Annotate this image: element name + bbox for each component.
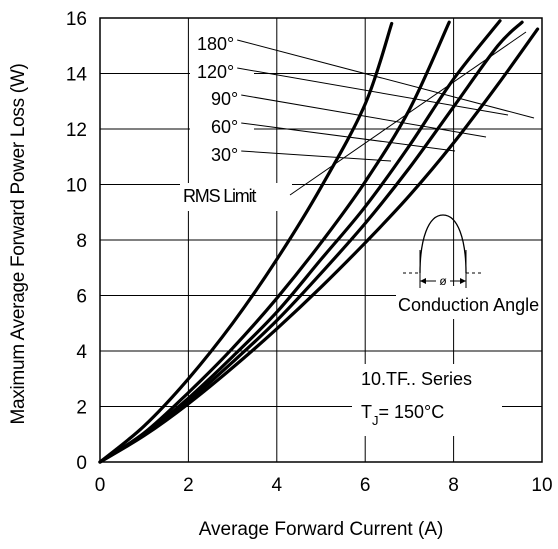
x-tick-label: 2 — [183, 475, 194, 496]
series-curve — [98, 21, 394, 464]
plot-frame — [99, 17, 543, 463]
series-label: 10.TF.. Series — [361, 369, 472, 389]
tj-subscript: J — [372, 413, 379, 428]
x-tick-label: 6 — [360, 475, 371, 496]
label-background — [180, 183, 292, 211]
series-curve — [98, 20, 451, 464]
y-axis-title: Maximum Average Forward Power Loss (W) — [8, 64, 29, 425]
conduction-angle-label: Conduction Angle — [398, 295, 539, 315]
junction-temperature-label: TJ= 150°C — [361, 402, 444, 428]
angle-leader-line — [241, 94, 487, 138]
tj-value: = 150°C — [379, 402, 445, 422]
series-curve — [98, 27, 540, 464]
angle-label: 90° — [211, 89, 238, 109]
angle-labels: 180° 120° 90° 60° 30° — [197, 34, 238, 165]
y-tick-label: 4 — [76, 342, 87, 363]
series-curve — [98, 19, 502, 464]
half-sine-wave — [419, 214, 467, 274]
x-tick-label: 8 — [448, 475, 459, 496]
y-tick-label: 0 — [76, 453, 87, 474]
y-tick-label: 6 — [76, 287, 87, 308]
x-tick-label: 4 — [272, 475, 283, 496]
tj-t: T — [361, 402, 372, 422]
series-curves — [98, 19, 540, 464]
angle-leader-line — [237, 39, 535, 119]
rms-limit-label: RMS Limit — [183, 186, 256, 206]
y-tick-label: 16 — [66, 9, 87, 30]
series-curve — [98, 20, 524, 464]
arrowhead-left — [420, 278, 426, 284]
y-tick-label: 14 — [66, 65, 88, 86]
angle-label: 120° — [197, 62, 234, 82]
angle-label: 60° — [211, 117, 238, 137]
angle-leader-line — [241, 150, 392, 162]
x-tick-label: 10 — [531, 475, 552, 496]
conduction-waveform-icon — [403, 214, 483, 288]
x-axis-title: Average Forward Current (A) — [199, 519, 444, 540]
angle-leader-line — [237, 67, 509, 116]
y-tick-label: 12 — [66, 120, 87, 141]
x-tick-label: 0 — [95, 475, 106, 496]
angle-label: 180° — [197, 34, 234, 54]
label-background — [396, 286, 556, 319]
y-tick-label: 8 — [76, 231, 87, 252]
tick-labels: 0 2 4 6 8 10 0 2 4 6 8 10 12 14 16 — [66, 9, 553, 496]
angle-label: 30° — [211, 145, 238, 165]
arrowhead-right — [460, 278, 466, 284]
phi-symbol: ø — [439, 274, 447, 288]
y-tick-label: 10 — [66, 176, 87, 197]
label-backgrounds — [180, 33, 556, 436]
y-tick-label: 2 — [76, 398, 87, 419]
label-background — [190, 33, 254, 173]
label-background — [352, 364, 502, 436]
